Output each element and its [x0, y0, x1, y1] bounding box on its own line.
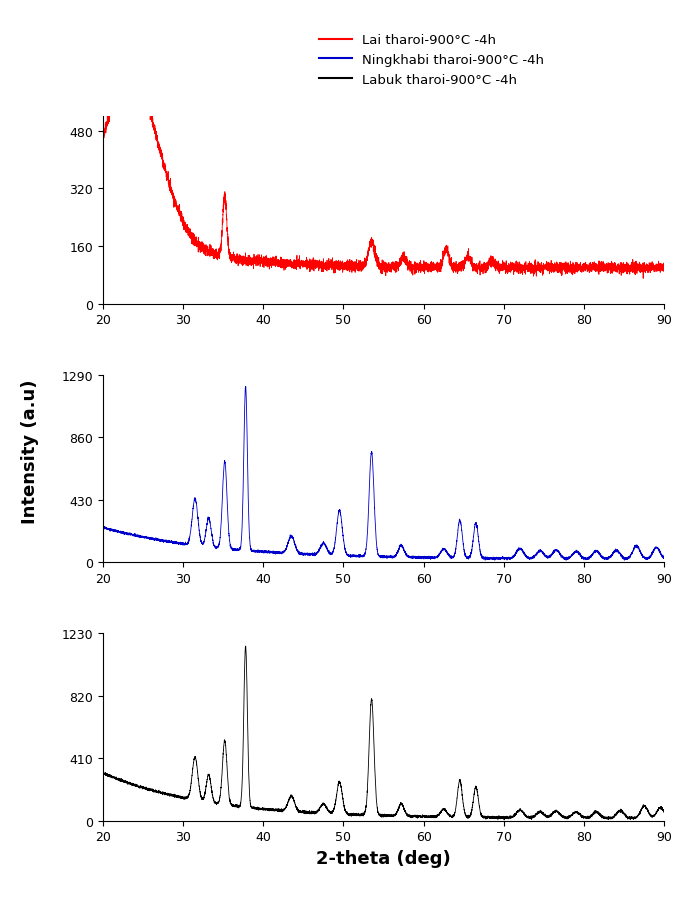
Legend: Lai tharoi-900°C -4h, Ningkhabi tharoi-900°C -4h, Labuk tharoi-900°C -4h: Lai tharoi-900°C -4h, Ningkhabi tharoi-9… [314, 29, 549, 92]
Text: Intensity (a.u): Intensity (a.u) [21, 379, 38, 523]
X-axis label: 2-theta (deg): 2-theta (deg) [316, 849, 451, 867]
